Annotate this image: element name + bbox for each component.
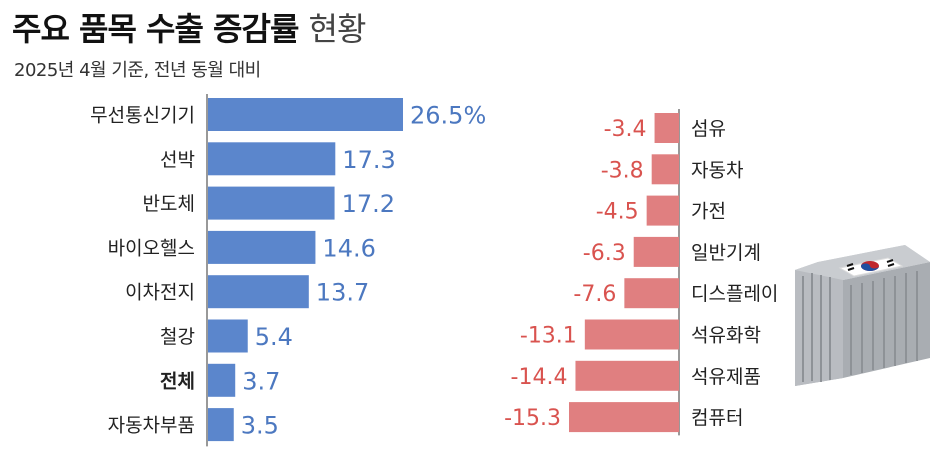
- chart-title-suffix: 현황: [308, 10, 367, 48]
- korean-flag-icon: [838, 257, 904, 277]
- category-label: 일반기계: [691, 242, 761, 264]
- chart-title: 주요 품목 수출 증감률 현황: [12, 4, 367, 50]
- negative-bar-group: 섬유 -3.4 자동차 -3.8 가전 -4.5 일반기계 -6.3 디스플레이 -7.6 석유화학…: [504, 109, 778, 436]
- bar-negative: [651, 154, 679, 185]
- data-label: 17.3: [342, 146, 395, 174]
- data-label: -3.4: [604, 117, 647, 142]
- bar-positive: [208, 319, 248, 353]
- data-label: 5.4: [255, 323, 293, 351]
- bar-negative: [569, 402, 679, 433]
- category-label: 자동차부품: [108, 415, 195, 437]
- bar-negative: [584, 319, 679, 350]
- category-label: 컴퓨터: [691, 407, 743, 429]
- data-label: 3.7: [242, 367, 280, 395]
- bar-positive: [208, 363, 236, 397]
- bar-positive: [208, 186, 335, 220]
- data-label: 26.5%: [410, 102, 486, 130]
- category-label: 선박: [160, 149, 195, 171]
- data-label: -3.8: [601, 158, 644, 183]
- data-label: -14.4: [511, 365, 568, 390]
- category-label: 반도체: [143, 193, 195, 215]
- category-label: 석유제품: [691, 366, 761, 388]
- data-label: 3.5: [241, 412, 279, 440]
- data-label: 17.2: [342, 190, 395, 218]
- bar-positive: [208, 275, 309, 309]
- chart-subtitle: 2025년 4월 기준, 전년 동월 대비: [14, 60, 261, 81]
- category-label: 섬유: [691, 118, 726, 140]
- bar-positive: [208, 230, 316, 264]
- data-label: -13.1: [520, 324, 577, 349]
- bar-negative: [646, 195, 679, 226]
- data-label: -15.3: [504, 406, 561, 431]
- data-label: 13.7: [316, 279, 369, 307]
- category-label: 디스플레이: [691, 283, 778, 305]
- chart-title-main: 주요 품목 수출 증감률: [12, 10, 299, 48]
- bar-positive: [208, 408, 234, 442]
- category-label: 바이오헬스: [108, 237, 195, 259]
- container-illustration: [795, 245, 930, 386]
- data-label: 14.6: [322, 234, 375, 262]
- bar-negative: [624, 278, 679, 309]
- category-label: 전체: [160, 370, 195, 392]
- bar-positive: [208, 142, 336, 176]
- bar-negative: [633, 236, 679, 267]
- category-label: 가전: [691, 201, 726, 223]
- data-label: -7.6: [573, 282, 616, 307]
- bar-positive: [208, 98, 403, 131]
- bar-negative: [654, 113, 679, 143]
- category-label: 석유화학: [691, 325, 761, 347]
- category-label: 철강: [160, 326, 195, 348]
- positive-bar-group: 무선통신기기 26.5% 선박 17.3 반도체 17.2 바이오헬스 14.6 이차전지 13.…: [90, 94, 486, 447]
- category-label: 자동차: [691, 159, 743, 181]
- category-label: 무선통신기기: [90, 105, 195, 127]
- category-label: 이차전지: [125, 282, 195, 304]
- bar-negative: [575, 360, 679, 391]
- data-label: -6.3: [583, 241, 626, 266]
- data-label: -4.5: [596, 200, 639, 225]
